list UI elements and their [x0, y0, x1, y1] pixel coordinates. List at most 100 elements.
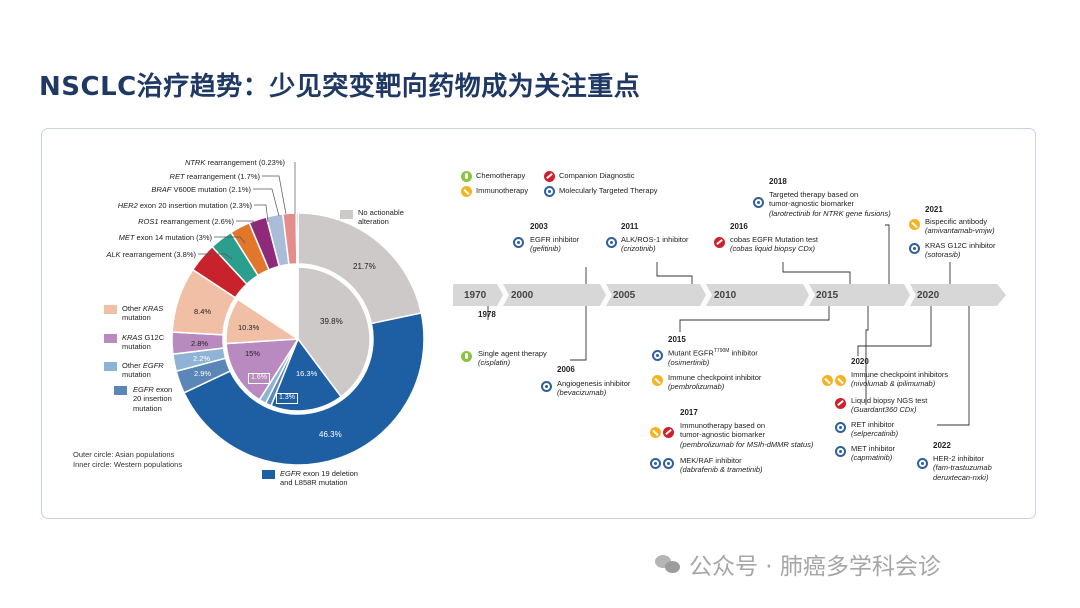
callout-ret: RET rearrangement (1.7%) [169, 172, 260, 181]
label-i-ex20: 1.3% [276, 393, 298, 404]
legend-egfr: EGFR exon 19 deletion and L858R mutation [280, 469, 358, 488]
targeted-therapy-icon [541, 381, 552, 392]
legend-immuno: Immunotherapy [476, 186, 529, 195]
event-2015-pembrolizumab: Immune checkpoint inhibitor (pembrolizuma… [668, 373, 762, 392]
event-year-2018: 2018 [769, 177, 787, 186]
legend-swatch-other-egfr [104, 362, 117, 371]
immunotherapy-icon [909, 219, 920, 230]
event-2011: ALK/ROS-1 inhibitor (crizotinib) [621, 235, 689, 254]
targeted-therapy-icon [513, 237, 524, 248]
immunotherapy-icon [652, 375, 663, 386]
label-i-egfr: 16.3% [296, 369, 318, 378]
legend-swatch-kras-g12c [104, 334, 117, 343]
targeted-therapy-icon [606, 237, 617, 248]
companion-diagnostic-icon [714, 237, 725, 248]
callout-alk: ALK rearrangement (3.8%) [106, 250, 196, 259]
callout-ntrk: NTRK rearrangement (0.23%) [184, 158, 285, 167]
event-year-2003: 2003 [530, 222, 548, 231]
targeted-therapy-icon [909, 243, 920, 254]
targeted-therapy-icon [835, 422, 846, 433]
event-year-2017: 2017 [680, 408, 698, 417]
callout-braf: BRAF V600E mutation (2.1%) [151, 185, 251, 194]
legend-swatch-ex20 [114, 386, 127, 395]
callout-ros1: ROS1 rearrangement (2.6%) [138, 217, 234, 226]
legend-ex20: EGFR exon 20 insertion mutation [133, 385, 173, 413]
legend-no-action: No actionable alteration [358, 208, 404, 227]
targeted-therapy-icon [663, 458, 674, 469]
event-year-1978: 1978 [478, 310, 496, 319]
targeted-therapy-icon [544, 186, 555, 197]
targeted-therapy-icon [652, 350, 663, 361]
inner-circle-note: Inner circle: Western populations [73, 460, 183, 469]
timeline-axis [453, 284, 1006, 306]
companion-diagnostic-icon [835, 398, 846, 409]
axis-year-2005: 2005 [613, 290, 636, 301]
event-year-2016: 2016 [730, 222, 748, 231]
event-2020-ret: RET inhibitor (selpercatinib) [851, 420, 899, 439]
event-2015-osimertinib: Mutant EGFRT790M inhibitor (osimertinib) [668, 348, 758, 367]
immunotherapy-icon [835, 375, 846, 386]
legend-other-egfr: Other EGFR mutation [122, 361, 164, 380]
targeted-therapy-icon [650, 458, 661, 469]
callout-lines [198, 162, 296, 260]
axis-year-2010: 2010 [714, 290, 737, 301]
inner-segment-0 [297, 266, 371, 398]
wechat-icon [655, 553, 681, 575]
axis-year-1970: 1970 [464, 290, 487, 301]
immunotherapy-icon [822, 375, 833, 386]
immunotherapy-icon [461, 186, 472, 197]
legend-swatch-egfr [262, 470, 275, 479]
companion-diagnostic-icon [544, 171, 555, 182]
event-2020-ngs: Liquid biopsy NGS test (Guardant360 CDx) [851, 396, 928, 415]
label-i-other-egfr: 1.6% [248, 373, 270, 384]
callout-her2: HER2 exon 20 insertion mutation (2.3%) [117, 201, 252, 210]
watermark: 公众号 · 肺癌多学科会诊 [655, 547, 941, 581]
label-i-kras-g12c: 15% [245, 349, 261, 358]
event-year-2021: 2021 [925, 205, 943, 214]
chemotherapy-icon [461, 171, 472, 182]
axis-year-2000: 2000 [511, 290, 534, 301]
outer-circle-note: Outer circle: Asian populations [73, 450, 175, 459]
connector-lines [487, 224, 970, 426]
label-o-ex20: 2.9% [194, 369, 212, 378]
event-2018: Targeted therapy based on tumor-agnostic … [769, 190, 891, 218]
legend-companion: Companion Diagnostic [559, 171, 635, 180]
inner-segment-6 [236, 266, 299, 341]
label-o-egfr: 46.3% [319, 430, 342, 439]
targeted-therapy-icon [917, 458, 928, 469]
label-o-other-egfr: 2.2% [193, 354, 211, 363]
targeted-therapy-icon [835, 446, 846, 457]
event-1978: Single agent therapy (cisplatin) [478, 349, 547, 368]
event-year-2022: 2022 [933, 441, 951, 450]
event-year-2020: 2020 [851, 357, 869, 366]
inner-ring [225, 266, 371, 412]
immunotherapy-icon [650, 427, 661, 438]
label-o-kras-g12c: 2.8% [191, 339, 209, 348]
event-year-2011: 2011 [621, 222, 639, 231]
event-2021-bispecific: Bispecific antibody (amivantamab-vmjw) [925, 217, 995, 236]
event-2020-checkpoint: Immune checkpoint inhibitors (nivolumab &… [851, 370, 949, 389]
label-o-none: 21.7% [353, 262, 376, 271]
targeted-therapy-icon [753, 197, 764, 208]
outer-segment-1 [183, 312, 425, 466]
label-i-other-kras: 10.3% [238, 323, 260, 332]
label-i-none: 39.8% [320, 317, 343, 326]
event-year-2006: 2006 [557, 365, 575, 374]
legend-chemo: Chemotherapy [476, 171, 526, 180]
event-2022: HER-2 inhibitor (fam-trastuzumab deruxteca… [933, 454, 992, 482]
legend-other-kras: Other KRAS mutation [122, 304, 164, 323]
legend-swatch-other-kras [104, 305, 117, 314]
outer-ring [171, 212, 425, 466]
axis-year-2015: 2015 [816, 290, 839, 301]
event-year-2015: 2015 [668, 335, 686, 344]
slide-title: NSCLC治疗趋势：少见突变靶向药物成为关注重点 [39, 72, 641, 102]
legend-targeted: Molecularly Targeted Therapy [559, 186, 658, 195]
axis-year-2020: 2020 [917, 290, 940, 301]
event-2003: EGFR inhibitor (gefitinib) [530, 235, 580, 254]
companion-diagnostic-icon [663, 427, 674, 438]
callout-met: MET exon 14 mutation (3%) [118, 233, 212, 242]
legend-kras-g12c: KRAS G12C mutation [122, 333, 165, 352]
event-2017-mek-raf: MEK/RAF inhibitor (dabrafenib & trametini… [680, 456, 763, 475]
